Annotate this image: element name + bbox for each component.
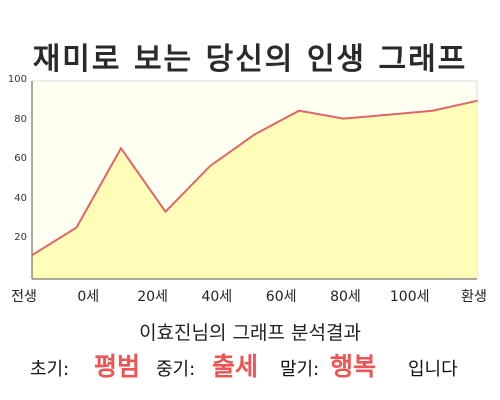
data-point [387,113,389,116]
x-tick-label: 전생 [11,289,37,305]
data-point [164,210,167,213]
data-point [253,133,256,136]
early-label: 초기: [30,359,70,380]
analysis-summary: 이효진님의 그래프 분석결과 [139,322,361,344]
ending-text: 입니다 [408,359,458,380]
x-tick-label: 40세 [201,289,233,305]
x-tick-label: 60세 [265,289,297,305]
late-label: 말기: [280,359,320,380]
data-point [31,254,33,257]
data-point [431,109,434,112]
early-value: 평범 [94,352,141,381]
data-point [342,117,345,120]
x-tick-label: 100세 [389,289,430,305]
data-point [476,100,478,102]
x-tick-label: 0세 [77,289,100,305]
y-tick-label: 80 [14,113,27,125]
y-tick-label: 100 [7,74,27,85]
data-point [209,165,211,167]
late-value: 행복 [330,352,377,381]
chart-title: 재미로 보는 당신의 인생 그래프 [32,42,468,77]
data-points [31,100,478,257]
x-tick-label: 환생 [461,289,487,305]
x-tick-label: 20세 [137,289,168,305]
y-tick-label: 60 [14,153,27,165]
middle-label: 중기: [156,359,196,380]
data-point [120,147,122,150]
middle-value: 출세 [212,352,259,381]
analysis-result: 초기: 평범 중기: 출세 말기: 행복 입니다 [0,345,500,385]
y-tick-label: 20 [14,232,27,244]
data-point [298,109,300,112]
x-tick-label: 80세 [330,289,361,305]
series-area-fill [32,100,477,279]
y-tick-label: 40 [14,192,27,204]
data-point [75,226,78,229]
